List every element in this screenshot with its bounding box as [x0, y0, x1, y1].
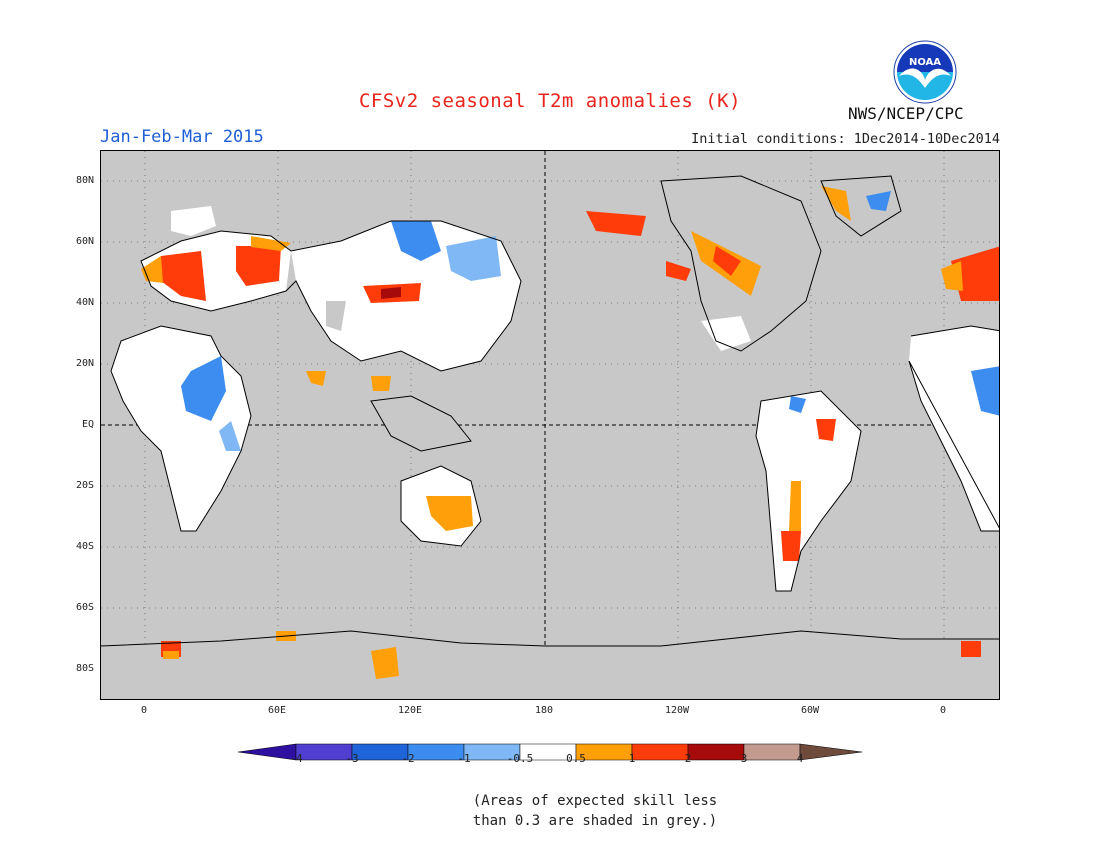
colorbar-label: 0.5: [566, 752, 586, 765]
season-label: Jan-Feb-Mar 2015: [100, 127, 264, 147]
y-tick-eq: EQ: [81, 419, 94, 430]
colorbar-label: 2: [684, 752, 692, 765]
initial-conditions-label: Initial conditions: 1Dec2014-10Dec2014: [691, 131, 1000, 147]
y-tick-80s: 80S: [75, 663, 94, 674]
y-tick-20s: 20S: [75, 480, 94, 491]
x-tick-60e: 60E: [267, 705, 287, 716]
colorbar-label: -3: [345, 752, 359, 765]
y-tick-60n: 60N: [75, 236, 94, 247]
logo-text: NOAA: [909, 57, 941, 68]
y-tick-80n: 80N: [75, 175, 94, 186]
x-tick-0: 0: [140, 705, 148, 716]
x-tick-0-right: 0: [939, 705, 947, 716]
colorbar-label: 3: [740, 752, 748, 765]
skill-note-line-1: (Areas of expected skill less: [472, 793, 718, 809]
x-tick-180: 180: [534, 705, 554, 716]
colorbar: [238, 743, 862, 761]
colorbar-label: -2: [401, 752, 415, 765]
skill-note-line-2: than 0.3 are shaded in grey.): [472, 813, 718, 829]
y-tick-40s: 40S: [75, 541, 94, 552]
agency-label: NWS/NCEP/CPC: [848, 104, 964, 123]
anomaly-map: [101, 151, 999, 699]
colorbar-label: -0.5: [506, 752, 534, 765]
map-title: CFSv2 seasonal T2m anomalies (K): [358, 90, 742, 112]
y-tick-40n: 40N: [75, 297, 94, 308]
colorbar-label: -1: [457, 752, 471, 765]
colorbar-label: -4: [289, 752, 303, 765]
x-tick-120w: 120W: [664, 705, 690, 716]
x-tick-120e: 120E: [397, 705, 423, 716]
land-anomaly-shading: [101, 176, 999, 699]
coastlines: [101, 175, 999, 647]
colorbar-high-arrow: [799, 743, 862, 761]
colorbar-label: 4: [796, 752, 804, 765]
y-tick-20n: 20N: [75, 358, 94, 369]
map-panel: [100, 150, 1000, 700]
y-tick-60s: 60S: [75, 602, 94, 613]
noaa-logo: NOAA: [893, 40, 957, 104]
x-tick-60w: 60W: [800, 705, 820, 716]
colorbar-label: 1: [628, 752, 636, 765]
